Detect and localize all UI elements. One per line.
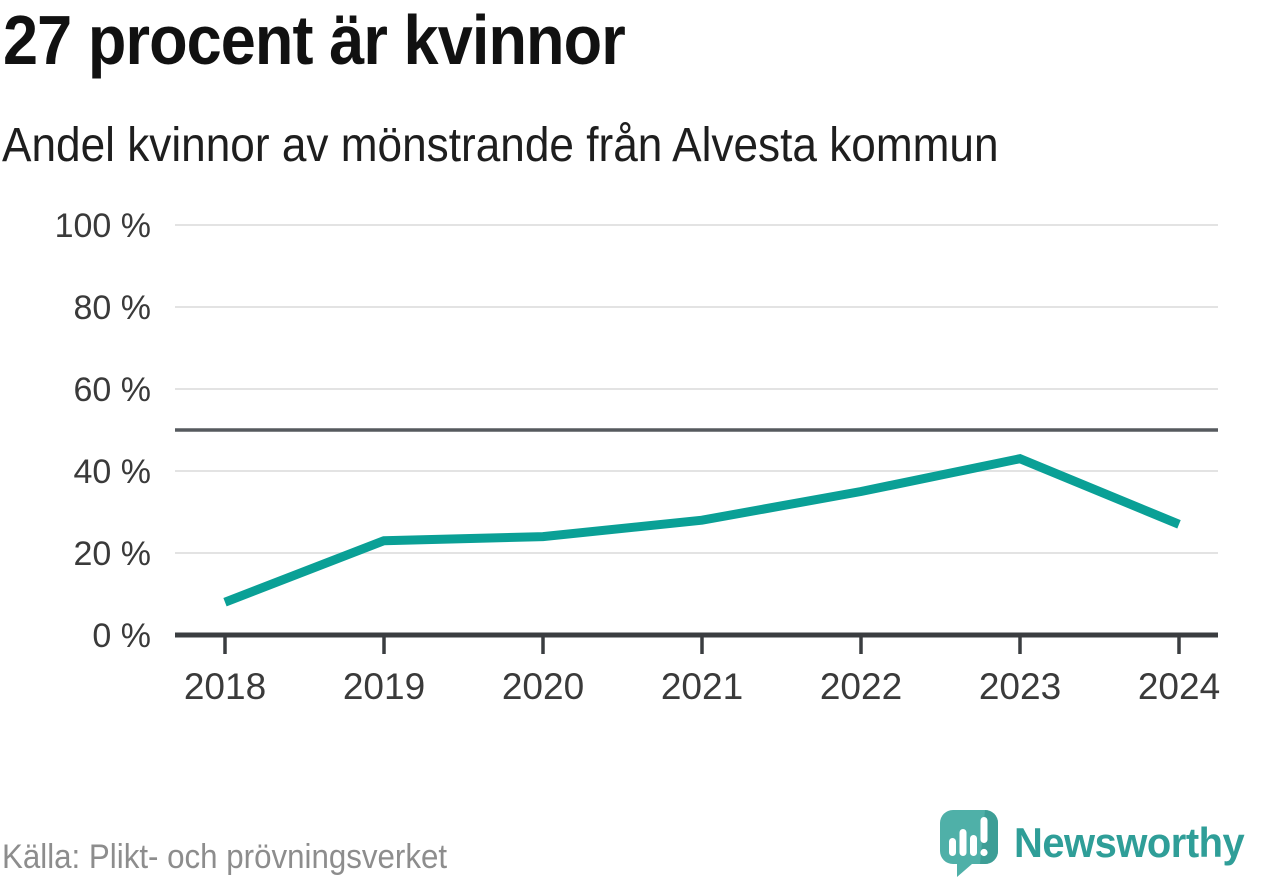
y-axis-tick-label: 0 % [92,617,151,655]
y-axis-tick-label: 60 % [74,371,152,409]
bar-chart-glyph [948,817,988,857]
chart-title: 27 procent är kvinnor [3,1,626,79]
x-axis-tick-label: 2022 [820,666,902,707]
y-axis-tick-label: 100 % [55,207,151,245]
x-axis-tick-label: 2019 [343,666,425,707]
data-line-andel-kvinnor [223,454,1181,607]
x-axis-tick-label: 2018 [184,666,266,707]
x-axis-tick-label: 2023 [979,666,1061,707]
y-axis-tick-label: 20 % [74,535,152,573]
chart-subtitle: Andel kvinnor av mönstrande från Alvesta… [2,119,999,172]
brand-name: Newsworthy [1013,819,1245,866]
newsworthy-speech-bubble-icon [939,810,998,877]
source-attribution: Källa: Plikt- och prövningsverket [2,838,448,876]
y-axis-tick-label: 40 % [74,453,152,491]
y-axis-tick-label: 80 % [74,289,152,327]
x-axis-tick-label: 2021 [661,666,743,707]
newsworthy-logo: Newsworthy [936,808,1256,878]
x-axis-tick-label: 2020 [502,666,584,707]
x-axis-tick-label: 2024 [1138,666,1220,707]
